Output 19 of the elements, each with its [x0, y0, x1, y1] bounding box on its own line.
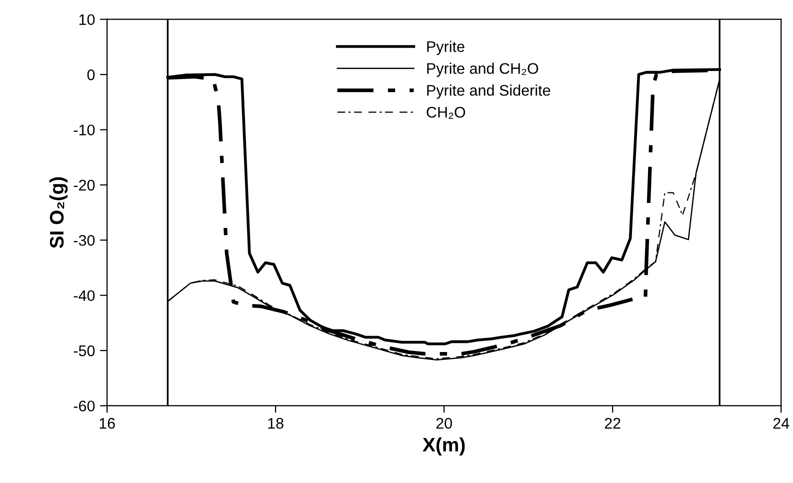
- legend-label: Pyrite and CH₂O: [427, 62, 538, 77]
- legend-label: Pyrite and Siderite: [427, 84, 550, 99]
- y-tick-label: -30: [74, 234, 95, 246]
- x-tick-label: 22: [604, 418, 620, 429]
- x-tick-label: 24: [773, 418, 790, 429]
- y-tick-label: -10: [74, 124, 95, 136]
- y-tick-label: -40: [74, 290, 95, 302]
- y-tick-label: -20: [74, 180, 95, 191]
- x-tick-label: 18: [268, 418, 284, 429]
- x-tick-label: 16: [100, 418, 115, 429]
- y-tick-label: 10: [79, 14, 95, 26]
- y-axis-title: SI O₂(g): [49, 177, 68, 248]
- legend-label: Pyrite: [427, 40, 464, 56]
- y-tick-label: 0: [87, 69, 95, 80]
- x-axis-title: X(m): [422, 437, 465, 456]
- x-tick-label: 20: [436, 418, 452, 429]
- y-tick-label: -60: [74, 400, 95, 412]
- legend-label: CH₂O: [426, 106, 466, 119]
- y-tick-label: -50: [74, 345, 95, 356]
